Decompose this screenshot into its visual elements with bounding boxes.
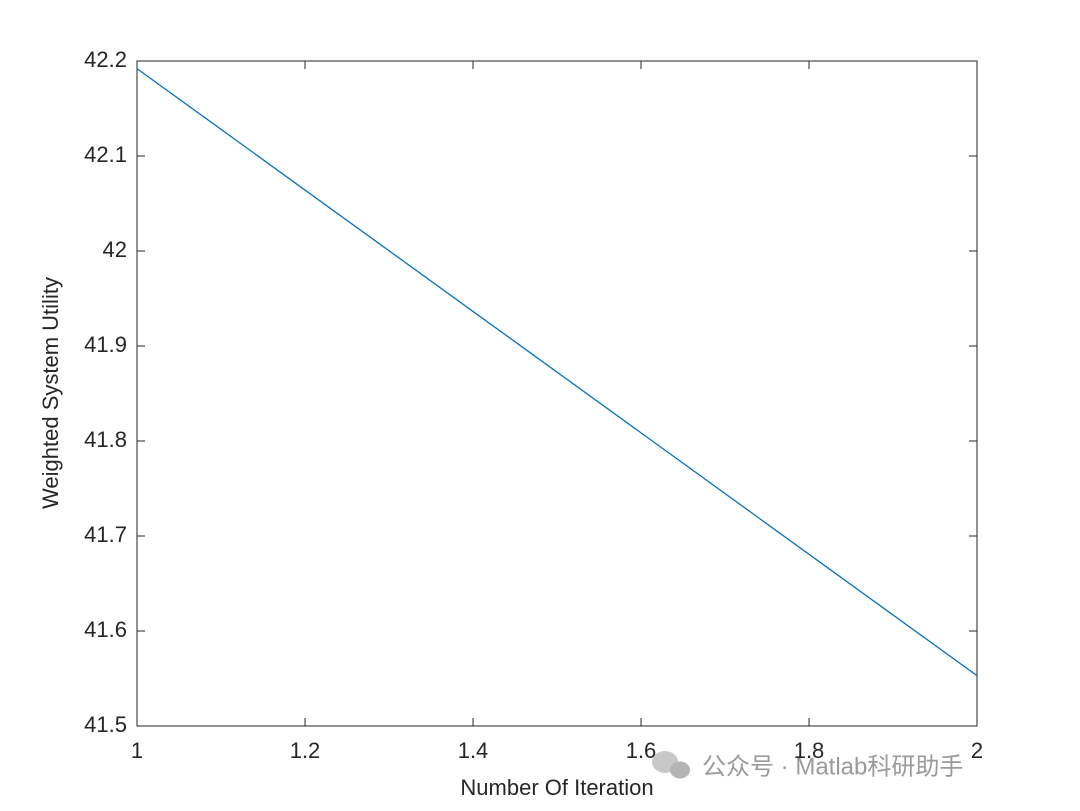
watermark: 公众号 · Matlab科研助手 (702, 753, 963, 780)
y-tick-label: 41.9 (84, 332, 127, 357)
x-axis-label: Number Of Iteration (460, 775, 653, 800)
x-tick-label: 1 (131, 738, 143, 763)
x-tick-label: 1.2 (290, 738, 321, 763)
x-tick-label: 1.6 (626, 738, 657, 763)
x-tick-label: 2 (971, 738, 983, 763)
y-tick-label: 41.7 (84, 522, 127, 547)
x-tick-label: 1.4 (458, 738, 489, 763)
y-axis-label: Weighted System Utility (38, 277, 63, 509)
y-tick-label: 42.2 (84, 47, 127, 72)
x-tick-label: 1.8 (794, 738, 825, 763)
watermark-icon (652, 751, 690, 779)
line-series (136, 68, 978, 677)
plot-box (136, 60, 978, 727)
y-tick-label: 42 (103, 237, 127, 262)
y-tick-label: 41.6 (84, 617, 127, 642)
y-tick-label: 42.1 (84, 142, 127, 167)
y-tick-label: 41.8 (84, 427, 127, 452)
y-tick-label: 41.5 (84, 712, 127, 737)
